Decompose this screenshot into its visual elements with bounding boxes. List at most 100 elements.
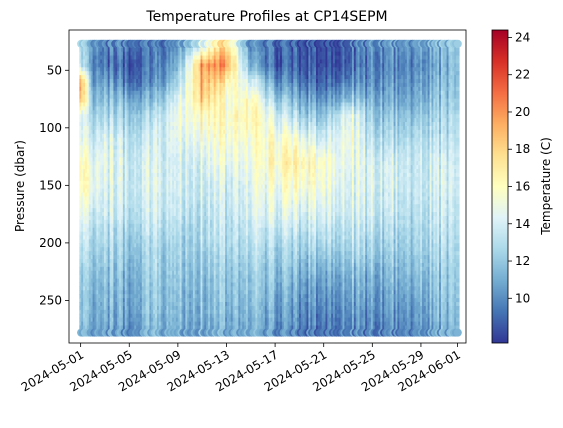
temperature-cell <box>96 313 100 319</box>
temperature-cell <box>96 215 100 221</box>
temperature-cell <box>96 145 100 151</box>
temperature-cell <box>130 235 134 241</box>
temperature-cell <box>83 262 87 268</box>
temperature-cell <box>102 51 106 57</box>
temperature-cell <box>94 165 98 170</box>
temperature-cell <box>119 262 123 268</box>
temperature-cell <box>88 125 93 131</box>
temperature-cell <box>128 247 133 252</box>
temperature-cell <box>79 305 83 311</box>
temperature-cell <box>109 153 114 158</box>
temperature-cell <box>124 51 129 57</box>
temperature-cell <box>96 290 100 295</box>
temperature-cell <box>122 106 127 111</box>
temperature-cell <box>86 290 91 295</box>
temperature-cell <box>105 169 110 174</box>
temperature-cell <box>119 219 123 225</box>
temperature-cell <box>113 262 117 268</box>
temperature-cell <box>88 231 93 237</box>
temperature-cell <box>102 309 106 315</box>
temperature-cell <box>85 215 89 221</box>
temperature-cell <box>105 259 110 264</box>
temperature-cell <box>124 192 129 197</box>
temperature-cell <box>92 223 97 229</box>
temperature-cell <box>103 122 108 127</box>
temperature-cell <box>81 82 85 88</box>
temperature-cell <box>109 161 114 166</box>
temperature-cell <box>117 184 121 190</box>
temperature-cell <box>86 157 91 162</box>
temperature-cell <box>113 274 117 280</box>
temperature-cell <box>94 47 98 53</box>
temperature-cell <box>88 172 93 178</box>
temperature-cell <box>111 79 116 84</box>
temperature-cell <box>98 90 102 96</box>
temperature-cell <box>126 188 131 194</box>
temperature-cell <box>86 188 91 194</box>
temperature-cell <box>83 196 87 201</box>
temperature-cell <box>94 305 98 311</box>
temperature-cell <box>103 212 108 217</box>
temperature-cell <box>81 270 85 276</box>
temperature-cell <box>121 325 125 331</box>
temperature-cell <box>85 270 89 276</box>
temperature-cell <box>130 94 134 100</box>
temperature-cell <box>79 137 83 143</box>
temperature-cell <box>111 102 116 108</box>
temperature-cell <box>119 259 123 264</box>
temperature-cell <box>124 184 129 190</box>
temperature-cell <box>105 63 110 68</box>
temperature-cell <box>126 200 131 205</box>
temperature-cell <box>128 98 133 104</box>
temperature-cell <box>128 255 133 260</box>
temperature-cell <box>100 321 104 327</box>
temperature-cell <box>96 274 100 280</box>
temperature-cell <box>113 125 117 131</box>
temperature-cell <box>107 192 112 197</box>
temperature-cell <box>121 125 125 131</box>
temperature-cell <box>109 94 114 100</box>
temperature-cell <box>121 235 125 241</box>
temperature-cell <box>94 294 98 299</box>
temperature-cell <box>109 196 114 201</box>
temperature-cell <box>109 298 114 303</box>
temperature-cell <box>83 274 87 280</box>
temperature-cell <box>81 251 85 256</box>
temperature-cell <box>105 176 110 182</box>
temperature-cell <box>88 71 93 76</box>
temperature-cell <box>130 67 134 72</box>
temperature-cell <box>130 125 134 131</box>
temperature-cell <box>121 317 125 323</box>
temperature-cell <box>124 172 129 178</box>
temperature-cell <box>100 153 104 158</box>
temperature-cell <box>119 149 123 154</box>
temperature-cell <box>86 114 91 119</box>
temperature-cell <box>85 82 89 88</box>
temperature-cell <box>107 125 112 131</box>
temperature-cell <box>94 259 98 264</box>
temperature-cell <box>100 266 104 272</box>
temperature-cell <box>117 90 121 96</box>
temperature-cell <box>83 149 87 154</box>
temperature-cell <box>98 184 102 190</box>
temperature-cell <box>102 157 106 162</box>
temperature-cell <box>126 172 131 178</box>
temperature-cell <box>85 67 89 72</box>
temperature-cell <box>98 251 102 256</box>
temperature-cell <box>122 122 127 127</box>
temperature-cell <box>102 75 106 80</box>
temperature-cell <box>88 59 93 64</box>
temperature-cell <box>109 223 114 229</box>
temperature-cell <box>98 208 102 213</box>
temperature-cell <box>100 294 104 299</box>
temperature-cell <box>81 86 85 92</box>
temperature-cell <box>81 317 85 323</box>
temperature-cell <box>109 274 114 280</box>
temperature-cell <box>117 172 121 178</box>
temperature-cell <box>126 298 131 303</box>
temperature-cell <box>94 106 98 111</box>
temperature-cell <box>98 298 102 303</box>
temperature-cell <box>130 59 134 64</box>
temperature-cell <box>109 137 114 143</box>
temperature-cell <box>111 106 116 111</box>
